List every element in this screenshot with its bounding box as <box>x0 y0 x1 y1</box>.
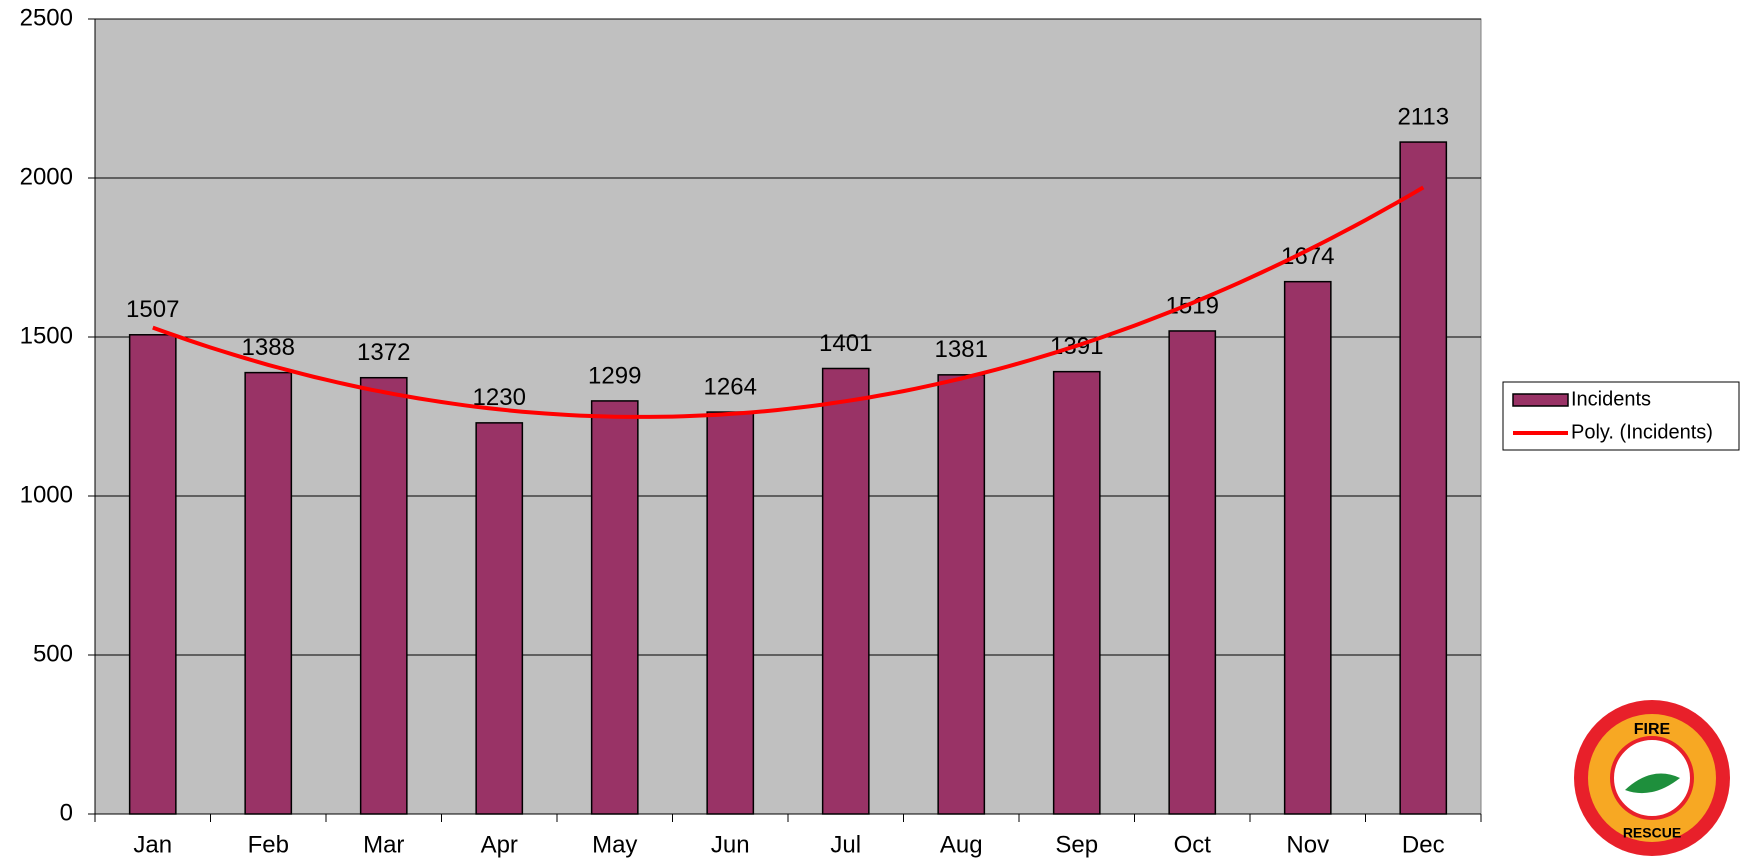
bar <box>475 422 524 815</box>
y-tick-label: 1000 <box>20 481 73 508</box>
data-label: 1372 <box>357 339 410 366</box>
logo-mountain <box>1625 773 1680 794</box>
x-tick-label: Nov <box>1286 831 1329 858</box>
bar <box>1283 280 1332 815</box>
x-tick-label: Mar <box>363 831 404 858</box>
bar <box>1399 141 1448 815</box>
plot-area <box>94 18 1482 815</box>
bar <box>706 411 755 815</box>
x-tick-label: Dec <box>1402 831 1445 858</box>
y-tick-label: 2000 <box>20 163 73 190</box>
x-tick-label: Jun <box>711 831 750 858</box>
data-label: 2113 <box>1397 103 1449 130</box>
bar <box>359 376 408 815</box>
x-tick-label: Aug <box>940 831 983 858</box>
x-tick-label: Jul <box>830 831 861 858</box>
x-tick-label: Sep <box>1055 831 1098 858</box>
bar <box>1052 370 1101 815</box>
bar <box>937 374 986 815</box>
x-tick-label: Feb <box>248 831 289 858</box>
logo-top-text: FIRE <box>1634 721 1671 738</box>
legend-label: Poly. (Incidents) <box>1571 421 1713 443</box>
data-label: 1264 <box>704 373 757 400</box>
data-label: 1299 <box>588 362 641 389</box>
x-tick-label: Jan <box>133 831 172 858</box>
logo: FIRE RESCUE <box>1574 700 1730 856</box>
logo-bottom-text: RESCUE <box>1623 825 1681 841</box>
bar <box>244 371 293 815</box>
data-label: 1401 <box>819 330 872 357</box>
bar <box>128 334 177 815</box>
legend-swatch <box>1512 393 1569 407</box>
bar <box>590 400 639 815</box>
legend-label: Incidents <box>1571 388 1651 410</box>
trendline <box>152 185 1425 419</box>
y-tick-label: 1500 <box>20 322 73 349</box>
x-tick-label: Apr <box>481 831 518 858</box>
y-tick-label: 500 <box>33 640 73 667</box>
y-tick-label: 0 <box>60 799 73 826</box>
data-label: 1507 <box>126 296 179 323</box>
data-label: 1388 <box>242 334 295 361</box>
bar <box>821 367 870 815</box>
x-tick-label: May <box>592 831 637 858</box>
y-tick-label: 2500 <box>20 4 73 31</box>
bar <box>1168 330 1217 815</box>
data-label: 1674 <box>1281 243 1334 270</box>
x-tick-label: Oct <box>1174 831 1212 858</box>
data-label: 1381 <box>935 336 988 363</box>
